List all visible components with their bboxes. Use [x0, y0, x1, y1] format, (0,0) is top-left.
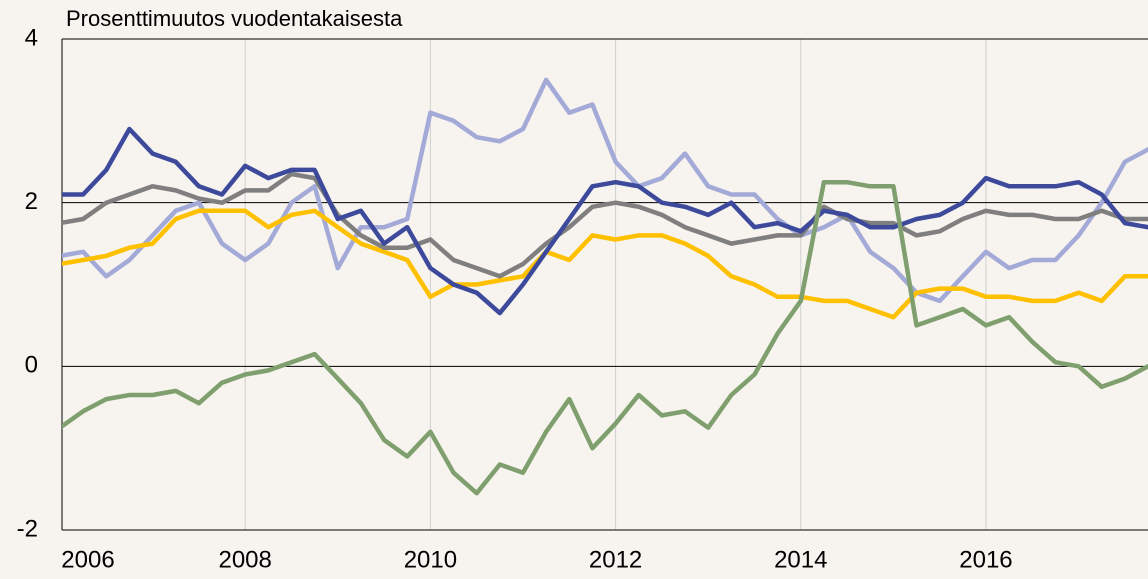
y-tick-label: 2 [25, 188, 38, 215]
series-line [62, 179, 1148, 496]
y-tick-label: 0 [25, 352, 38, 379]
x-tick-label: 2010 [404, 546, 457, 573]
y-tick-label: -2 [17, 515, 38, 542]
x-tick-label: 2012 [589, 546, 642, 573]
series-line [62, 77, 1148, 304]
chart-title: Prosenttimuutos vuodentakaisesta [66, 6, 403, 31]
series-line [62, 126, 1148, 316]
x-tick-label: 2014 [774, 546, 827, 573]
series-line [62, 171, 1148, 279]
plot-lines [62, 77, 1148, 496]
x-tick-label: 2008 [218, 546, 271, 573]
y-tick-label: 4 [25, 24, 38, 51]
x-tick-label: 2006 [61, 546, 114, 573]
series-line [62, 208, 1148, 320]
x-tick-label: 2016 [959, 546, 1012, 573]
